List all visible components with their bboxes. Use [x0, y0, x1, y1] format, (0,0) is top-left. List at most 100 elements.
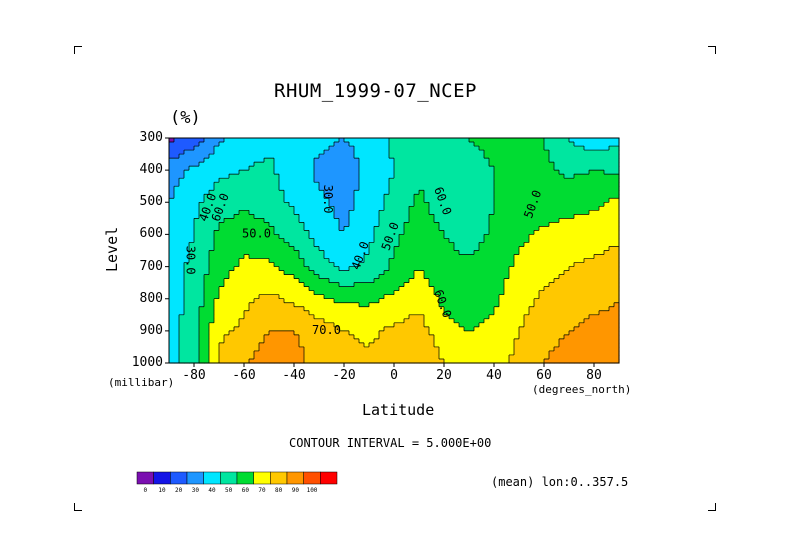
heatmap-cell [449, 174, 455, 179]
heatmap-cell [229, 254, 235, 260]
heatmap-cell [494, 246, 500, 252]
heatmap-cell [309, 242, 315, 248]
heatmap-cell [229, 150, 235, 155]
heatmap-cell [509, 326, 515, 332]
heatmap-cell [414, 318, 420, 324]
heatmap-cell [374, 318, 380, 324]
heatmap-cell [504, 302, 510, 308]
heatmap-cell [204, 346, 210, 352]
heatmap-cell [499, 190, 505, 195]
heatmap-cell [514, 238, 520, 244]
heatmap-cell [299, 222, 305, 227]
heatmap-cell [474, 318, 480, 324]
heatmap-cell [569, 246, 575, 252]
heatmap-cell [264, 230, 270, 236]
heatmap-cell [209, 250, 215, 256]
heatmap-cell [259, 226, 265, 232]
heatmap-cell [379, 262, 385, 268]
heatmap-cell [524, 146, 530, 151]
heatmap-cell [599, 138, 605, 143]
heatmap-cell [184, 322, 190, 328]
heatmap-cell [499, 218, 505, 223]
heatmap-cell [454, 242, 460, 248]
heatmap-cell [569, 214, 575, 219]
heatmap-cell [179, 190, 185, 195]
heatmap-cell [544, 238, 550, 244]
heatmap-cell [524, 218, 530, 223]
heatmap-cell [294, 190, 300, 195]
heatmap-cell [439, 182, 445, 187]
heatmap-cell [354, 246, 360, 252]
heatmap-cell [534, 322, 540, 328]
heatmap-cell [279, 354, 285, 360]
heatmap-cell [409, 194, 415, 199]
heatmap-cell [344, 274, 350, 280]
heatmap-cell [499, 334, 505, 340]
heatmap-cell [419, 206, 425, 211]
heatmap-cell [204, 354, 210, 360]
heatmap-cell [504, 286, 510, 292]
heatmap-cell [259, 182, 265, 187]
heatmap-cell [439, 226, 445, 232]
heatmap-cell [224, 202, 230, 207]
heatmap-cell [339, 142, 345, 147]
heatmap-cell [354, 150, 360, 155]
heatmap-cell [524, 254, 530, 260]
heatmap-cell [294, 166, 300, 171]
heatmap-cell [469, 314, 475, 320]
heatmap-cell [459, 226, 465, 232]
heatmap-cell [369, 218, 375, 223]
heatmap-cell [229, 242, 235, 248]
heatmap-cell [334, 222, 340, 227]
heatmap-cell [449, 230, 455, 236]
heatmap-cell [404, 190, 410, 195]
heatmap-cell [284, 262, 290, 268]
heatmap-cell [519, 314, 525, 320]
heatmap-cell [379, 218, 385, 223]
heatmap-cell [224, 342, 230, 348]
heatmap-cell [534, 234, 540, 240]
heatmap-cell [279, 290, 285, 296]
heatmap-cell [534, 294, 540, 300]
heatmap-cell [594, 202, 600, 207]
heatmap-cell [294, 322, 300, 328]
heatmap-cell [284, 202, 290, 207]
heatmap-cell [514, 142, 520, 147]
heatmap-cell [484, 302, 490, 308]
heatmap-cell [579, 238, 585, 244]
heatmap-cell [214, 298, 220, 304]
heatmap-cell [184, 166, 190, 171]
heatmap-cell [559, 178, 565, 183]
heatmap-cell [464, 338, 470, 344]
heatmap-cell [309, 294, 315, 300]
heatmap-cell [399, 274, 405, 280]
heatmap-cell [314, 218, 320, 223]
heatmap-cell [334, 238, 340, 244]
heatmap-cell [549, 338, 555, 344]
heatmap-cell [209, 174, 215, 179]
heatmap-cell [344, 218, 350, 223]
heatmap-cell [574, 146, 580, 151]
heatmap-cell [604, 166, 610, 171]
heatmap-cell [524, 202, 530, 207]
heatmap-cell [354, 238, 360, 244]
heatmap-cell [464, 202, 470, 207]
heatmap-cell [294, 234, 300, 240]
heatmap-cell [289, 314, 295, 320]
heatmap-cell [344, 202, 350, 207]
heatmap-cell [554, 226, 560, 232]
heatmap-cell [509, 254, 515, 260]
heatmap-cell [534, 302, 540, 308]
heatmap-cell [274, 330, 280, 336]
heatmap-cell [589, 174, 595, 179]
heatmap-cell [189, 342, 195, 348]
heatmap-cell [289, 278, 295, 284]
heatmap-cell [379, 298, 385, 304]
heatmap-cell [544, 230, 550, 236]
heatmap-cell [519, 178, 525, 183]
heatmap-cell [494, 210, 500, 215]
heatmap-cell [554, 146, 560, 151]
heatmap-cell [484, 210, 490, 215]
heatmap-cell [454, 166, 460, 171]
heatmap-cell [464, 186, 470, 191]
